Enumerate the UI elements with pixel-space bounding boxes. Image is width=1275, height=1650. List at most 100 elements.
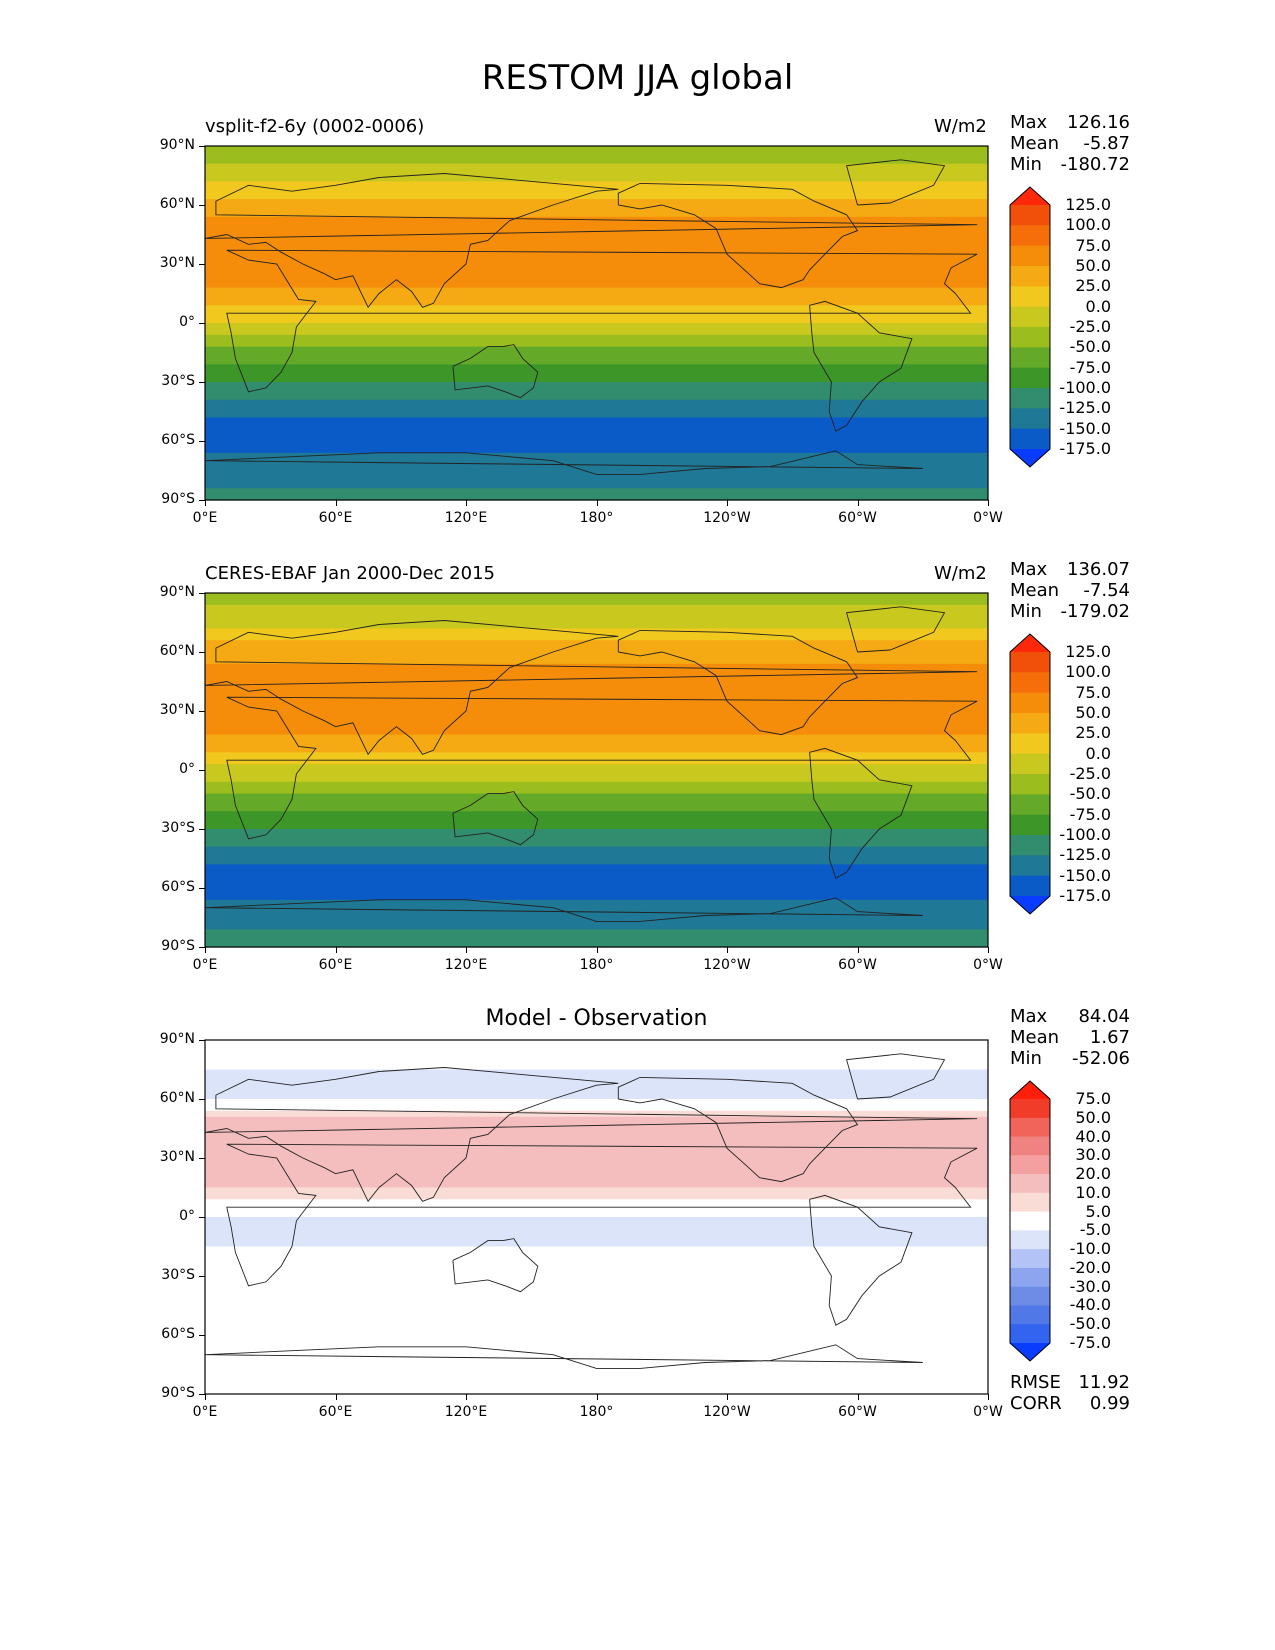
- colorbar-tick-label: -25.0: [1069, 764, 1111, 783]
- heatmap-band: [205, 1270, 988, 1277]
- heatmap-band: [205, 941, 988, 948]
- stat-value: -7.54: [1083, 580, 1130, 601]
- colorbar-tick-label: -30.0: [1069, 1276, 1111, 1296]
- heatmap-band: [205, 1093, 988, 1100]
- heatmap-band: [205, 287, 988, 295]
- colorbar-swatch: [1010, 733, 1050, 755]
- heatmap-band: [205, 705, 988, 712]
- lat-tick-label: 0°: [179, 314, 195, 330]
- colorbar-tick-label: 125.0: [1065, 642, 1111, 661]
- colorbar-swatch: [1010, 814, 1050, 836]
- heatmap-band: [205, 775, 988, 783]
- heatmap-band: [205, 846, 988, 854]
- colorbar-swatch: [1010, 225, 1050, 247]
- heatmap-band: [205, 781, 988, 789]
- coastline: [617, 182, 859, 289]
- lat-tick-mark: [199, 652, 205, 653]
- colorbar-outline: [1009, 633, 1051, 915]
- stat-label: Mean: [1010, 133, 1060, 154]
- map-obs: [204, 592, 989, 948]
- heatmap-band: [205, 1293, 988, 1301]
- heatmap-band: [205, 1099, 988, 1106]
- coastline: [204, 1067, 978, 1203]
- heatmap-band: [205, 193, 988, 200]
- coastline: [846, 1053, 946, 1100]
- coastlines: [204, 159, 978, 475]
- heatmap-band: [205, 387, 988, 395]
- heatmap-band: [205, 382, 988, 389]
- colorbar-swatch: [1010, 1249, 1050, 1269]
- heatmap-band: [205, 716, 988, 724]
- heatmap-band: [205, 281, 988, 289]
- heatmap-band: [205, 699, 988, 706]
- heatmap-band: [205, 1317, 988, 1324]
- heatmap-band: [205, 728, 988, 736]
- lat-tick-label: 90°S: [161, 938, 195, 954]
- lat-tick-mark: [199, 500, 205, 501]
- coastline: [226, 696, 978, 840]
- heatmap-band: [205, 1281, 988, 1289]
- stat-row: CORR 0.99: [1010, 1393, 1130, 1414]
- heatmap-band: [205, 929, 988, 936]
- lon-tick-mark: [205, 1394, 206, 1400]
- heatmap-band: [205, 840, 988, 848]
- colorbar-tick-label: 25.0: [1075, 276, 1111, 296]
- lon-tick-label: 120°E: [444, 510, 488, 526]
- colorbar-swatch: [1010, 1174, 1050, 1194]
- figure-title: RESTOM JJA global: [481, 58, 794, 98]
- colorbar-obs: [1009, 633, 1051, 915]
- heatmap-band: [205, 722, 988, 730]
- heatmap-band: [205, 923, 988, 930]
- lat-tick-label: 30°S: [161, 373, 195, 389]
- heatmap-band: [205, 157, 988, 165]
- heatmap-band: [205, 1276, 988, 1283]
- heatmap-band: [205, 1370, 988, 1377]
- stat-row: Min -52.06: [1010, 1048, 1130, 1069]
- colorbar-tick-label: -150.0: [1059, 865, 1111, 885]
- heatmap-band: [205, 317, 988, 324]
- colorbar-extend-bottom: [1010, 896, 1050, 914]
- colorbar-swatch: [1010, 327, 1050, 348]
- stat-label: Min: [1010, 1048, 1042, 1069]
- heatmap-band: [205, 888, 988, 895]
- heatmap-band: [205, 423, 988, 430]
- coastline: [809, 300, 913, 432]
- heatmap-band: [205, 1187, 988, 1194]
- lon-tick-mark: [596, 947, 598, 953]
- coastline: [846, 606, 946, 653]
- colorbar-tick-label: 30.0: [1075, 1145, 1111, 1165]
- heatmap-band: [205, 1104, 988, 1112]
- colorbar-extend-top: [1010, 634, 1050, 652]
- heatmap-band: [205, 1134, 988, 1141]
- lon-tick-mark: [596, 1394, 598, 1400]
- heatmap-band: [205, 905, 988, 913]
- heatmap-band: [205, 476, 988, 483]
- heatmap-band: [205, 598, 988, 606]
- lon-tick-label: 180°: [579, 957, 614, 973]
- heatmap-band: [205, 222, 988, 230]
- lat-tick-mark: [199, 264, 205, 265]
- coastline: [809, 1194, 913, 1326]
- lon-tick-label: 0°E: [192, 957, 218, 973]
- colorbar-swatch: [1010, 1211, 1050, 1231]
- heatmap-band: [205, 799, 988, 806]
- heatmap-band: [205, 1240, 988, 1248]
- lat-tick-label: 60°S: [161, 1326, 195, 1342]
- colorbar-tick-label: 75.0: [1075, 1089, 1111, 1108]
- lon-tick-mark: [988, 947, 989, 953]
- colorbar-swatch: [1010, 855, 1050, 877]
- map-diff: [204, 1039, 989, 1395]
- map-model: [204, 145, 989, 501]
- lon-tick-mark: [727, 947, 728, 953]
- colorbar-diff: [1009, 1080, 1051, 1362]
- lat-tick-mark: [199, 1099, 205, 1100]
- coastline: [204, 620, 978, 756]
- stat-row: Min -179.02: [1010, 601, 1130, 622]
- lon-tick-label: 120°W: [703, 957, 751, 973]
- heatmap-band: [205, 793, 988, 801]
- heatmap-band: [205, 275, 988, 283]
- coastline: [617, 1076, 859, 1183]
- colorbar-swatch: [1010, 388, 1050, 409]
- colorbar-swatch: [1010, 347, 1050, 369]
- heatmap-band: [205, 740, 988, 747]
